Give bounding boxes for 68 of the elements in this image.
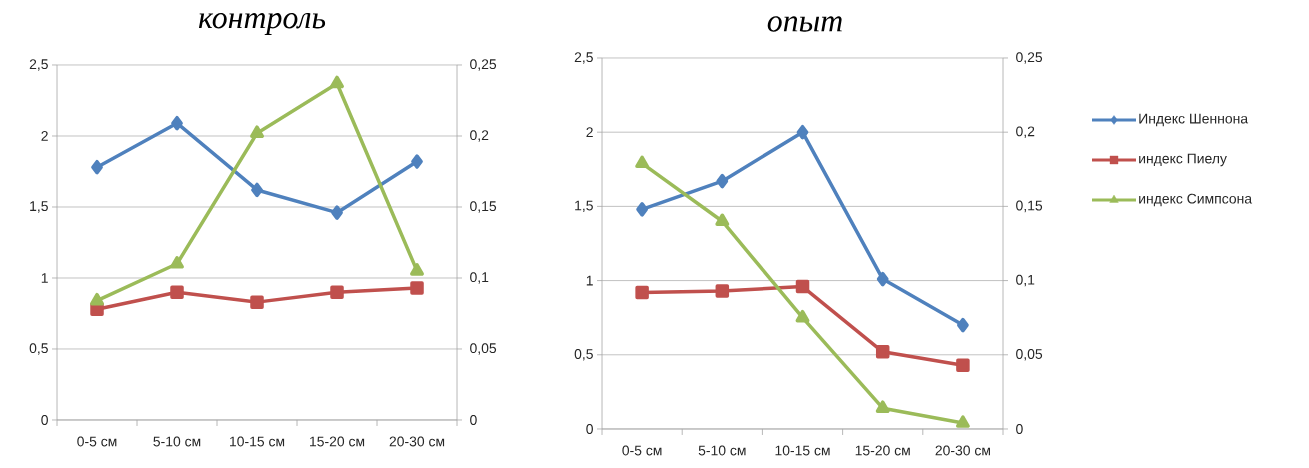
point xyxy=(875,345,890,359)
x-tick-label: 20-30 см xyxy=(389,436,445,447)
y-tick-label: 2,5 xyxy=(29,59,48,71)
point xyxy=(331,205,343,220)
point xyxy=(90,292,104,306)
y2-tick-label: 0,1 xyxy=(1016,274,1035,287)
x-tick-label: 20-30 см xyxy=(935,445,990,456)
point xyxy=(251,182,263,198)
point xyxy=(91,159,103,175)
chart-title: контроль xyxy=(198,13,326,35)
y2-tick-label: 0,1 xyxy=(470,272,489,284)
point xyxy=(956,358,970,372)
y-tick-label: 1,5 xyxy=(30,201,48,213)
point xyxy=(171,115,183,131)
point xyxy=(795,279,810,294)
y-tick-label: 1 xyxy=(586,275,593,286)
point xyxy=(635,155,650,169)
y2-tick-label: 0,05 xyxy=(1016,349,1043,361)
y2-tick-label: 0,15 xyxy=(1016,200,1043,213)
y2-tick-label: 0,2 xyxy=(470,130,489,142)
x-tick-label: 15-20 см xyxy=(855,445,910,456)
y-tick-label: 0 xyxy=(41,415,48,425)
x-tick-label: 0-5 см xyxy=(77,436,117,447)
y-tick-label: 2 xyxy=(586,127,593,138)
y2-tick-label: 0 xyxy=(470,415,477,425)
point xyxy=(875,400,890,413)
point xyxy=(957,317,969,333)
point xyxy=(170,256,184,269)
y2-tick-label: 0,05 xyxy=(470,343,497,355)
x-tick-label: 0-5 см xyxy=(622,445,662,456)
point xyxy=(410,281,424,295)
y2-tick-label: 0,25 xyxy=(470,59,497,71)
y2-tick-label: 0 xyxy=(1016,424,1023,434)
y2-tick-label: 0,15 xyxy=(470,201,497,213)
point xyxy=(635,285,649,300)
point xyxy=(411,154,423,169)
x-tick-label: 10-15 см xyxy=(775,445,830,456)
point xyxy=(250,295,264,309)
legend-label: Индекс Шеннона xyxy=(1139,113,1249,127)
x-tick-label: 10-15 см xyxy=(230,436,285,447)
legend-label: индекс Симпсона xyxy=(1139,193,1253,207)
y2-tick-label: 0,2 xyxy=(1016,126,1035,138)
point xyxy=(636,202,648,217)
point xyxy=(170,285,184,299)
y2-tick-label: 0,25 xyxy=(1016,52,1043,64)
point xyxy=(716,173,729,189)
point xyxy=(330,75,344,89)
point xyxy=(955,415,970,428)
x-tick-label: 5-10 см xyxy=(698,445,746,456)
point xyxy=(715,284,730,298)
y-tick-label: 0,5 xyxy=(29,343,48,355)
x-tick-label: 5-10 см xyxy=(153,436,201,447)
point xyxy=(250,125,264,138)
point xyxy=(715,213,730,226)
y-tick-label: 2,5 xyxy=(574,52,593,64)
y-tick-label: 2 xyxy=(41,131,48,141)
y-tick-label: 0,5 xyxy=(574,349,593,361)
y-tick-label: 1 xyxy=(41,273,48,283)
point xyxy=(796,124,809,140)
chart-title: опыт xyxy=(767,16,842,32)
point xyxy=(795,309,810,323)
point xyxy=(330,285,344,299)
x-tick-label: 15-20 см xyxy=(310,436,365,447)
point xyxy=(876,271,889,287)
y-tick-label: 0 xyxy=(586,424,593,434)
y-tick-label: 1,5 xyxy=(575,200,593,213)
legend-label: индекс Пиелу xyxy=(1139,153,1227,167)
point xyxy=(410,263,424,276)
